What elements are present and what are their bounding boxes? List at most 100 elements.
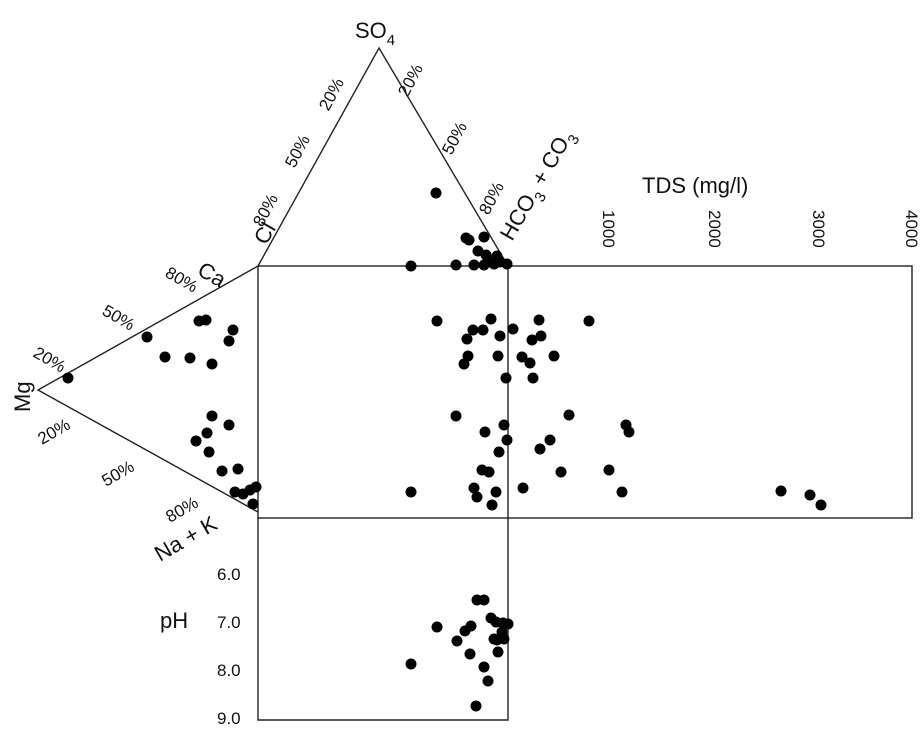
sample-points bbox=[62, 187, 827, 712]
tds_ph-point bbox=[464, 648, 476, 660]
diamond-point bbox=[494, 330, 506, 342]
anion-right-tick-80: 80% bbox=[475, 179, 508, 218]
tds_ph-point bbox=[451, 635, 463, 647]
anion-point bbox=[468, 259, 480, 271]
svg-text:HCO3 + CO3: HCO3 + CO3 bbox=[495, 125, 584, 248]
diamond-tds-rectangle bbox=[257, 265, 913, 519]
svg-text:50%: 50% bbox=[281, 132, 314, 171]
svg-text:80%: 80% bbox=[249, 191, 282, 230]
cation-point bbox=[223, 335, 235, 347]
anion-triangle bbox=[257, 46, 509, 267]
anion-left-tick-20: 20% bbox=[315, 75, 348, 114]
cation-point bbox=[247, 498, 259, 510]
diamond-point bbox=[498, 419, 510, 431]
diamond-point bbox=[501, 434, 513, 446]
diamond-point bbox=[544, 434, 556, 446]
anion-left-tick-50: 50% bbox=[281, 132, 314, 171]
diamond-point bbox=[405, 260, 417, 272]
diamond-point bbox=[486, 499, 498, 511]
anion-right-tick-20: 20% bbox=[394, 61, 427, 100]
cation-point bbox=[201, 427, 213, 439]
tds_ph-point bbox=[459, 625, 471, 637]
svg-text:3000: 3000 bbox=[809, 210, 828, 248]
cation-point bbox=[229, 486, 241, 498]
cation-lower-tick-20: 20% bbox=[35, 415, 74, 448]
svg-text:20%: 20% bbox=[315, 75, 348, 114]
diamond-point bbox=[467, 324, 479, 336]
svg-text:50%: 50% bbox=[438, 119, 471, 158]
diamond-point bbox=[775, 485, 787, 497]
diamond-point bbox=[623, 426, 635, 438]
diamond-point bbox=[493, 446, 505, 458]
cation-upper-tick-20: 20% bbox=[30, 343, 69, 376]
cation-point bbox=[190, 435, 202, 447]
cation-point bbox=[223, 419, 235, 431]
tds_ph-point bbox=[498, 633, 510, 645]
tds-tick-3000: 3000 bbox=[809, 210, 828, 248]
diamond-point bbox=[461, 333, 473, 345]
diamond-point bbox=[500, 372, 512, 384]
ph-tick-8: 8.0 bbox=[217, 661, 241, 680]
diamond-point bbox=[431, 315, 443, 327]
hco3-co3-label: HCO3 + CO3 bbox=[495, 125, 584, 248]
diamond-point bbox=[517, 482, 529, 494]
mg-label: Mg bbox=[10, 381, 35, 412]
diamond-point bbox=[526, 334, 538, 346]
tds-tick-4000: 4000 bbox=[902, 210, 920, 248]
diamond-point bbox=[616, 486, 628, 498]
tds_ph-point bbox=[470, 700, 482, 712]
tds_ph-point bbox=[405, 658, 417, 670]
svg-text:20%: 20% bbox=[394, 61, 427, 100]
tds_ph-point bbox=[478, 661, 490, 673]
diamond-point bbox=[507, 323, 519, 335]
cation-point bbox=[206, 410, 218, 422]
cation-point bbox=[62, 372, 74, 384]
cation-point bbox=[200, 314, 212, 326]
diamond-point bbox=[485, 313, 497, 325]
cation-point bbox=[250, 481, 262, 493]
tds_ph-point bbox=[478, 594, 490, 606]
tds-tick-2000: 2000 bbox=[705, 210, 724, 248]
diamond-point bbox=[603, 464, 615, 476]
diamond-point bbox=[492, 350, 504, 362]
diamond-point bbox=[563, 409, 575, 421]
diamond-point bbox=[534, 443, 546, 455]
tds_ph-point bbox=[431, 621, 443, 633]
diamond-point bbox=[483, 466, 495, 478]
cation-point bbox=[184, 352, 196, 364]
diamond-point bbox=[524, 357, 536, 369]
anion-point bbox=[478, 231, 490, 243]
ph-axis-title: pH bbox=[160, 608, 188, 633]
anion-right-tick-50: 50% bbox=[438, 119, 471, 158]
cation-point bbox=[227, 324, 239, 336]
cation-upper-tick-80: 80% bbox=[162, 263, 201, 296]
cation-point bbox=[159, 351, 171, 363]
diamond-point bbox=[477, 324, 489, 336]
cation-point bbox=[232, 463, 244, 475]
cation-point bbox=[203, 446, 215, 458]
ph-tick-6: 6.0 bbox=[217, 565, 241, 584]
ph-tick-7: 7.0 bbox=[217, 613, 241, 632]
tds_ph-point bbox=[492, 646, 504, 658]
svg-text:2000: 2000 bbox=[705, 210, 724, 248]
ca-label: Ca bbox=[194, 257, 232, 293]
svg-text:1000: 1000 bbox=[599, 210, 618, 248]
diamond-point bbox=[450, 410, 462, 422]
cation-upper-tick-50: 50% bbox=[99, 301, 138, 334]
cation-point bbox=[206, 358, 218, 370]
diamond-point bbox=[468, 482, 480, 494]
diamond-point bbox=[516, 351, 528, 363]
svg-text:4000: 4000 bbox=[902, 210, 920, 248]
diamond-point bbox=[458, 358, 470, 370]
diamond-point bbox=[533, 314, 545, 326]
tds_ph-point bbox=[502, 618, 514, 630]
cation-point bbox=[216, 465, 228, 477]
tds_ph-point bbox=[482, 675, 494, 687]
diamond-point bbox=[405, 486, 417, 498]
svg-text:Mg: Mg bbox=[10, 381, 35, 412]
tds-axis-title: TDS (mg/l) bbox=[642, 173, 748, 198]
svg-text:Na + K: Na + K bbox=[150, 511, 222, 567]
na-k-label: Na + K bbox=[150, 511, 222, 567]
diamond-point bbox=[527, 372, 539, 384]
